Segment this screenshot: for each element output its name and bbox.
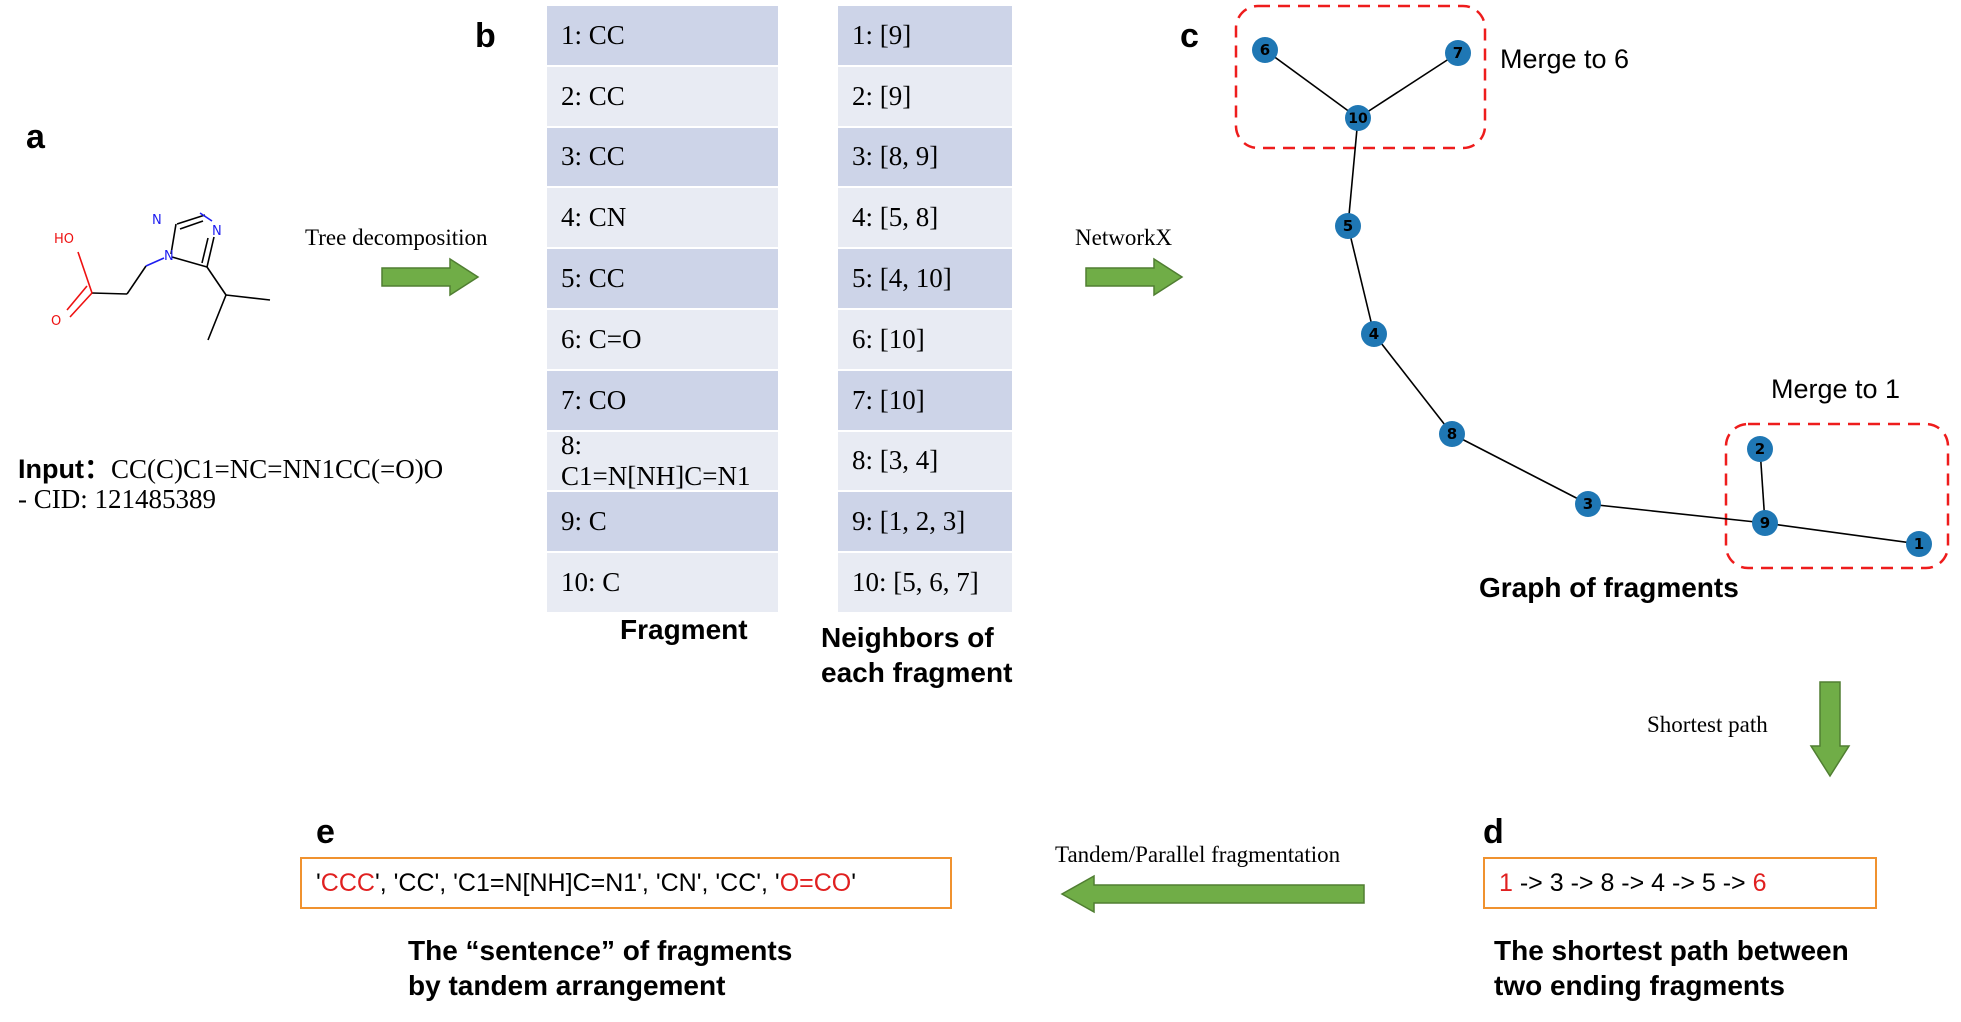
neighbor-row: 9: [1, 2, 3] [838, 492, 1012, 552]
fragment-sentence-box: ' CCC ', 'CC', 'C1=N[NH]C=N1', 'CN', 'CC',… [300, 857, 952, 909]
graph-node [1335, 213, 1361, 239]
path-middle: -> 3 -> 8 -> 4 -> 5 -> [1512, 868, 1753, 897]
input-label: Input： [18, 454, 111, 484]
arrow-left-icon [1060, 874, 1365, 914]
graph-node [1439, 421, 1465, 447]
panel-label-a: a [26, 118, 45, 156]
graph-node-label: 4 [1369, 325, 1379, 343]
sentence-caption-line1: The “sentence” of fragments [408, 935, 793, 966]
path-caption-line2: two ending fragments [1494, 970, 1785, 1001]
path-start: 1 [1499, 868, 1513, 897]
fragment-row: 1: CC [547, 6, 778, 65]
graph-nodes: 6 7 10 5 4 8 3 2 9 1 [1252, 37, 1932, 557]
panel-label-d: d [1483, 813, 1504, 851]
graph-node-label: 9 [1760, 514, 1770, 532]
tandem-fragmentation-label: Tandem/Parallel fragmentation [1055, 842, 1341, 867]
neighbor-row: 5: [4, 10] [838, 249, 1012, 308]
fragment-row: 6: C=O [547, 310, 778, 369]
graph-node [1747, 436, 1773, 462]
sentence-middle: ', 'CC', 'C1=N[NH]C=N1', 'CN', 'CC', ' [374, 868, 780, 897]
molecule-structure: HO O N N N [51, 212, 271, 341]
networkx-label: NetworkX [1075, 225, 1173, 250]
path-end: 6 [1752, 868, 1767, 897]
panel-label-b: b [475, 17, 496, 55]
atom-n3: N [212, 224, 222, 239]
merge-box-bottom [1724, 422, 1950, 570]
sentence-quote-close: ' [851, 868, 857, 897]
merge-box-top [1234, 4, 1487, 150]
arrow-right-icon [381, 257, 480, 297]
neighbor-row: 10: [5, 6, 7] [838, 553, 1012, 612]
neighbor-row: 8: [3, 4] [838, 431, 1012, 491]
graph-caption: Graph of fragments [1479, 572, 1739, 603]
graph-node [1906, 531, 1932, 557]
input-line: Input：CC(C)C1=NC=NN1CC(=O)O [18, 447, 443, 486]
fragment-graph: 6 7 10 5 4 8 3 2 9 1 [1234, 4, 1950, 570]
graph-node [1575, 491, 1601, 517]
arrow-right-icon [1085, 257, 1184, 297]
merge-to-6-label: Merge to 6 [1500, 44, 1630, 74]
shortest-path-box: 1 -> 3 -> 8 -> 4 -> 5 -> 6 [1483, 857, 1877, 909]
input-smiles: CC(C)C1=NC=NN1CC(=O)O [110, 454, 444, 484]
neighbor-row: 2: [9] [838, 66, 1012, 126]
fragment-row: 8: C1=N[NH]C=N1 [547, 430, 778, 491]
graph-node [1361, 321, 1387, 347]
fragment-row: 4: CN [547, 188, 778, 248]
fragment-caption: Fragment [620, 614, 748, 645]
tree-decomposition-label: Tree decomposition [305, 225, 488, 250]
atom-ho: HO [54, 232, 74, 247]
shortest-path-label: Shortest path [1647, 712, 1768, 737]
neighbor-row: 7: [10] [838, 370, 1012, 430]
graph-node-label: 10 [1348, 111, 1368, 127]
neighbor-row: 4: [5, 8] [838, 188, 1012, 248]
panel-label-c: c [1180, 17, 1199, 55]
atom-n2: N [152, 213, 162, 228]
neighbors-caption-line1: Neighbors of [821, 622, 994, 653]
graph-node-label: 5 [1343, 217, 1353, 235]
atom-o: O [51, 314, 61, 329]
neighbors-caption-line2: each fragment [821, 657, 1013, 688]
fragment-row: 2: CC [547, 66, 778, 126]
fragment-row: 3: CC [547, 127, 778, 187]
panel-label-e: e [316, 813, 335, 851]
input-cid: - CID: 121485389 [18, 484, 216, 514]
path-caption-line1: The shortest path between [1494, 935, 1849, 966]
arrow-down-icon [1809, 681, 1851, 778]
fragment-row: 10: C [547, 553, 778, 612]
merge-to-1-label: Merge to 1 [1771, 374, 1901, 404]
graph-node-label: 6 [1260, 41, 1270, 59]
sentence-first: CCC [320, 868, 375, 897]
fragment-row: 5: CC [547, 249, 778, 308]
graph-node-label: 7 [1453, 44, 1463, 62]
neighbor-row: 1: [9] [838, 6, 1012, 65]
sentence-last: O=CO [779, 868, 852, 897]
graph-node [1752, 510, 1778, 536]
graph-node-label: 1 [1914, 535, 1924, 553]
atom-n1: N [164, 249, 174, 264]
fragment-row: 9: C [547, 492, 778, 552]
graph-node [1252, 37, 1278, 63]
graph-node-label: 2 [1755, 440, 1765, 458]
fragment-row: 7: CO [547, 370, 778, 430]
neighbor-row: 6: [10] [838, 310, 1012, 369]
graph-node [1445, 40, 1471, 66]
sentence-caption-line2: by tandem arrangement [408, 970, 726, 1001]
graph-node [1345, 105, 1371, 131]
graph-node-label: 8 [1447, 425, 1457, 443]
sentence-quote-open: ' [316, 868, 321, 897]
graph-node-label: 3 [1583, 495, 1593, 513]
neighbor-row: 3: [8, 9] [838, 127, 1012, 187]
